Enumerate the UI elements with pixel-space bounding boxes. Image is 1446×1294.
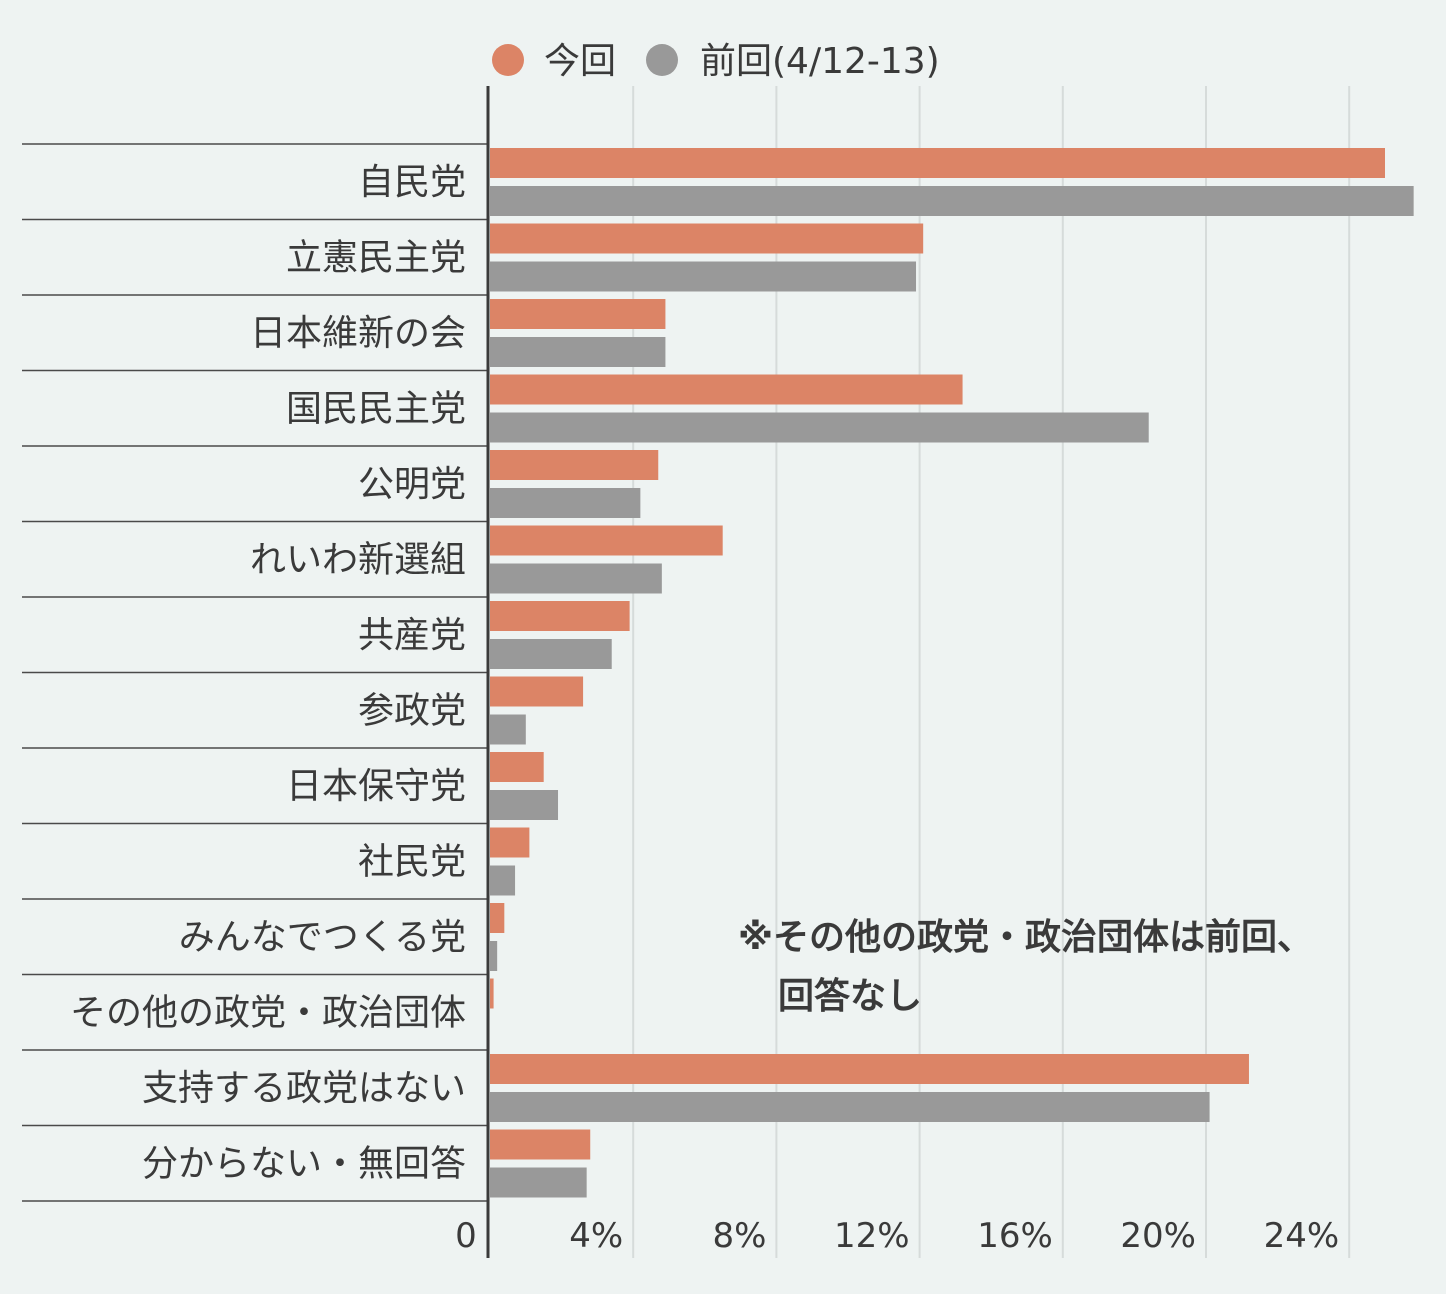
x-tick-label: 16% bbox=[977, 1216, 1053, 1256]
bar-previous-5 bbox=[490, 563, 662, 594]
bar-previous-12 bbox=[490, 1092, 1210, 1122]
bar-current-5 bbox=[490, 525, 723, 556]
category-label: 公明党 bbox=[358, 464, 466, 505]
category-label: 分からない・無回答 bbox=[142, 1144, 466, 1185]
bar-previous-9 bbox=[490, 865, 516, 896]
bar-previous-8 bbox=[490, 790, 559, 820]
bar-current-12 bbox=[490, 1054, 1249, 1084]
annotation-line-2: 回答なし bbox=[778, 976, 922, 1017]
bar-current-9 bbox=[490, 827, 530, 858]
bar-current-13 bbox=[490, 1129, 591, 1160]
bar-previous-10 bbox=[490, 941, 498, 971]
x-tick-label: 24% bbox=[1264, 1216, 1340, 1256]
bar-current-1 bbox=[490, 223, 924, 254]
x-tick-label: 8% bbox=[712, 1216, 766, 1256]
bar-current-0 bbox=[490, 148, 1385, 178]
x-tick-label: 4% bbox=[569, 1216, 623, 1256]
category-label: 支持する政党はない bbox=[142, 1068, 466, 1109]
category-label: 参政党 bbox=[358, 691, 466, 732]
row-separators bbox=[22, 143, 488, 1202]
category-label: みんなでつくる党 bbox=[179, 917, 466, 958]
x-tick-label: 0 bbox=[455, 1216, 477, 1256]
legend-label-current: 今回 bbox=[544, 41, 616, 82]
bar-previous-13 bbox=[490, 1167, 587, 1198]
category-label: 自民党 bbox=[358, 162, 466, 203]
bar-previous-2 bbox=[490, 337, 666, 367]
annotation-note: ※その他の政党・政治団体は前回、 回答なし bbox=[738, 917, 1313, 1017]
category-label: 国民民主党 bbox=[286, 389, 466, 430]
category-label: 立憲民主党 bbox=[286, 238, 466, 279]
category-labels: 自民党立憲民主党日本維新の会国民民主党公明党れいわ新選組共産党参政党日本保守党社… bbox=[70, 162, 466, 1185]
x-tick-label: 20% bbox=[1120, 1216, 1196, 1256]
legend-label-previous: 前回(4/12-13) bbox=[700, 41, 940, 82]
category-label: れいわ新選組 bbox=[250, 540, 466, 581]
bar-current-2 bbox=[490, 299, 666, 329]
category-label: その他の政党・政治団体 bbox=[70, 993, 466, 1034]
bar-previous-4 bbox=[490, 488, 641, 518]
bar-previous-6 bbox=[490, 639, 612, 669]
bar-current-10 bbox=[490, 903, 505, 933]
bar-current-4 bbox=[490, 450, 659, 480]
category-label: 日本維新の会 bbox=[250, 313, 466, 354]
bar-previous-7 bbox=[490, 714, 526, 745]
bar-current-11 bbox=[490, 978, 494, 1009]
bar-current-3 bbox=[490, 374, 963, 405]
legend-marker-current bbox=[492, 44, 524, 76]
x-tick-labels: 0 4% 8% 12% 16% 20% 24% bbox=[455, 1216, 1339, 1256]
bar-previous-1 bbox=[490, 261, 917, 292]
category-label: 社民党 bbox=[358, 842, 466, 883]
category-label: 共産党 bbox=[358, 615, 466, 656]
legend: 今回 前回(4/12-13) bbox=[492, 41, 940, 82]
bar-current-6 bbox=[490, 601, 630, 631]
x-tick-label: 12% bbox=[834, 1216, 910, 1256]
bar-previous-3 bbox=[490, 412, 1149, 443]
bars bbox=[490, 148, 1414, 1198]
annotation-line-1: ※その他の政党・政治団体は前回、 bbox=[738, 917, 1313, 958]
bar-current-8 bbox=[490, 752, 544, 782]
bar-current-7 bbox=[490, 676, 584, 707]
bar-previous-0 bbox=[490, 186, 1414, 216]
category-label: 日本保守党 bbox=[286, 766, 466, 807]
legend-marker-previous bbox=[646, 44, 678, 76]
